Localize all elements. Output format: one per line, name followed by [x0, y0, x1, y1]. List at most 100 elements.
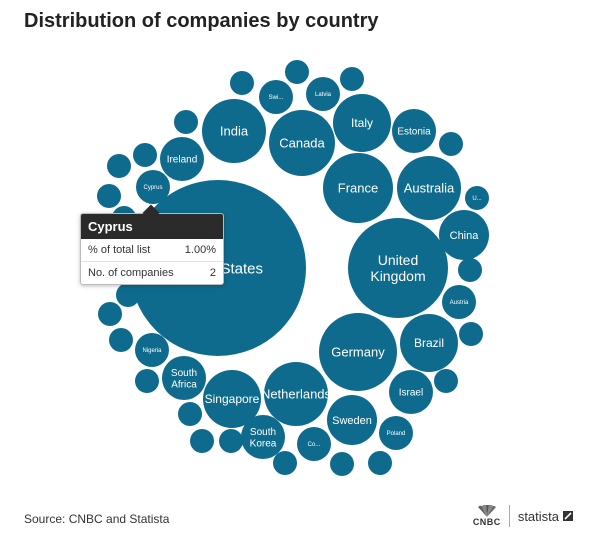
bubble-estonia[interactable]: Estonia	[392, 109, 436, 153]
tooltip-share-value: 1.00%	[184, 244, 216, 256]
bubble-unlabeled-38[interactable]	[219, 429, 243, 453]
bubble-circle[interactable]	[439, 132, 463, 156]
bubble-italy[interactable]: Italy	[333, 94, 391, 152]
bubble-circle[interactable]	[330, 452, 354, 476]
bubble-brazil[interactable]: Brazil	[400, 314, 458, 372]
bubble-unlabeled-34[interactable]	[434, 369, 458, 393]
bubble-circle[interactable]	[442, 285, 476, 319]
tooltip-count-value: 2	[209, 267, 216, 279]
bubble-co[interactable]: Co...	[297, 427, 331, 461]
bubble-poland[interactable]: Poland	[379, 416, 413, 450]
bubble-circle[interactable]	[459, 322, 483, 346]
bubble-label: France	[338, 181, 378, 196]
bubble-circle[interactable]	[379, 416, 413, 450]
bubble-unlabeled-28[interactable]	[340, 67, 364, 91]
bubble-united-kingdom[interactable]: United Kingdom	[348, 218, 448, 318]
bubble-unlabeled-40[interactable]	[178, 402, 202, 426]
bubble-unlabeled-33[interactable]	[459, 322, 483, 346]
bubble-ireland[interactable]: Ireland	[160, 137, 204, 181]
bubble-cyprus[interactable]: Cyprus	[136, 170, 170, 204]
bubble-unlabeled-41[interactable]	[135, 369, 159, 393]
bubble-circle[interactable]	[203, 370, 261, 428]
bubble-circle[interactable]	[323, 153, 393, 223]
bubble-circle[interactable]	[98, 302, 122, 326]
bubble-circle[interactable]	[116, 283, 140, 307]
bubble-unlabeled-30[interactable]	[133, 143, 157, 167]
bubble-circle[interactable]	[230, 71, 254, 95]
bubble-singapore[interactable]: Singapore	[203, 370, 261, 428]
bubble-circle[interactable]	[269, 110, 335, 176]
bubble-circle[interactable]	[190, 429, 214, 453]
bubble-unlabeled-44[interactable]	[116, 283, 140, 307]
bubble-latvia[interactable]: Latvia	[306, 77, 340, 111]
bubble-circle[interactable]	[333, 94, 391, 152]
bubble-circle[interactable]	[135, 369, 159, 393]
bubble-circle[interactable]	[202, 99, 266, 163]
bubble-germany[interactable]: Germany	[319, 313, 397, 391]
bubble-unlabeled-45[interactable]	[107, 154, 131, 178]
bubble-label: Ireland	[167, 155, 198, 166]
bubble-circle[interactable]	[465, 186, 489, 210]
bubble-unlabeled-43[interactable]	[98, 302, 122, 326]
bubble-unlabeled-42[interactable]	[109, 328, 133, 352]
bubble-circle[interactable]	[306, 77, 340, 111]
bubble-circle[interactable]	[241, 415, 285, 459]
bubble-unlabeled-39[interactable]	[190, 429, 214, 453]
bubble-switzerland[interactable]: Swi...	[259, 80, 293, 114]
bubble-circle[interactable]	[458, 258, 482, 282]
bubble-circle[interactable]	[397, 156, 461, 220]
bubble-circle[interactable]	[389, 370, 433, 414]
bubble-unlabeled-31[interactable]	[439, 132, 463, 156]
bubble-circle[interactable]	[97, 184, 121, 208]
bubble-france[interactable]: France	[323, 153, 393, 223]
bubble-circle[interactable]	[400, 314, 458, 372]
bubble-unlabeled-36[interactable]	[330, 452, 354, 476]
bubble-circle[interactable]	[319, 313, 397, 391]
bubble-circle[interactable]	[109, 328, 133, 352]
bubble-circle[interactable]	[297, 427, 331, 461]
bubble-circle[interactable]	[136, 170, 170, 204]
bubble-unlabeled-35[interactable]	[368, 451, 392, 475]
bubble-unlabeled-29[interactable]	[174, 110, 198, 134]
bubble-canada[interactable]: Canada	[269, 110, 335, 176]
bubble-label: Brazil	[414, 336, 444, 350]
bubble-circle[interactable]	[178, 402, 202, 426]
bubble-circle[interactable]	[392, 109, 436, 153]
bubble-u[interactable]: U...	[465, 186, 489, 210]
bubble-austria[interactable]: Austria	[442, 285, 476, 319]
bubble-circle[interactable]	[340, 67, 364, 91]
statista-logo[interactable]: statista	[518, 509, 573, 524]
bubble-nigeria[interactable]: Nigeria	[135, 333, 169, 367]
bubble-circle[interactable]	[259, 80, 293, 114]
bubble-circle[interactable]	[162, 356, 206, 400]
bubble-circle[interactable]	[348, 218, 448, 318]
bubble-unlabeled-32[interactable]	[458, 258, 482, 282]
bubble-circle[interactable]	[327, 395, 377, 445]
bubble-circle[interactable]	[285, 60, 309, 84]
bubble-circle[interactable]	[135, 333, 169, 367]
bubble-netherlands[interactable]: Netherlands	[261, 362, 332, 426]
bubble-unlabeled-37[interactable]	[273, 451, 297, 475]
bubble-australia[interactable]: Australia	[397, 156, 461, 220]
bubble-label: South Africa	[171, 368, 197, 391]
bubble-circle[interactable]	[273, 451, 297, 475]
bubble-unlabeled-26[interactable]	[230, 71, 254, 95]
bubble-circle[interactable]	[219, 429, 243, 453]
bubble-circle[interactable]	[107, 154, 131, 178]
bubble-south-africa[interactable]: South Africa	[162, 356, 206, 400]
bubble-unlabeled-27[interactable]	[285, 60, 309, 84]
bubble-circle[interactable]	[434, 369, 458, 393]
bubble-circle[interactable]	[439, 210, 489, 260]
bubble-circle[interactable]	[264, 362, 328, 426]
bubble-circle[interactable]	[133, 143, 157, 167]
bubble-india[interactable]: India	[202, 99, 266, 163]
bubble-circle[interactable]	[160, 137, 204, 181]
bubble-unlabeled-46[interactable]	[97, 184, 121, 208]
bubble-circle[interactable]	[368, 451, 392, 475]
bubble-south-korea[interactable]: South Korea	[241, 415, 285, 459]
bubble-circle[interactable]	[174, 110, 198, 134]
bubble-label: Co...	[308, 442, 321, 448]
bubble-sweden[interactable]: Sweden	[327, 395, 377, 445]
bubble-israel[interactable]: Israel	[389, 370, 433, 414]
bubble-china[interactable]: China	[439, 210, 489, 260]
